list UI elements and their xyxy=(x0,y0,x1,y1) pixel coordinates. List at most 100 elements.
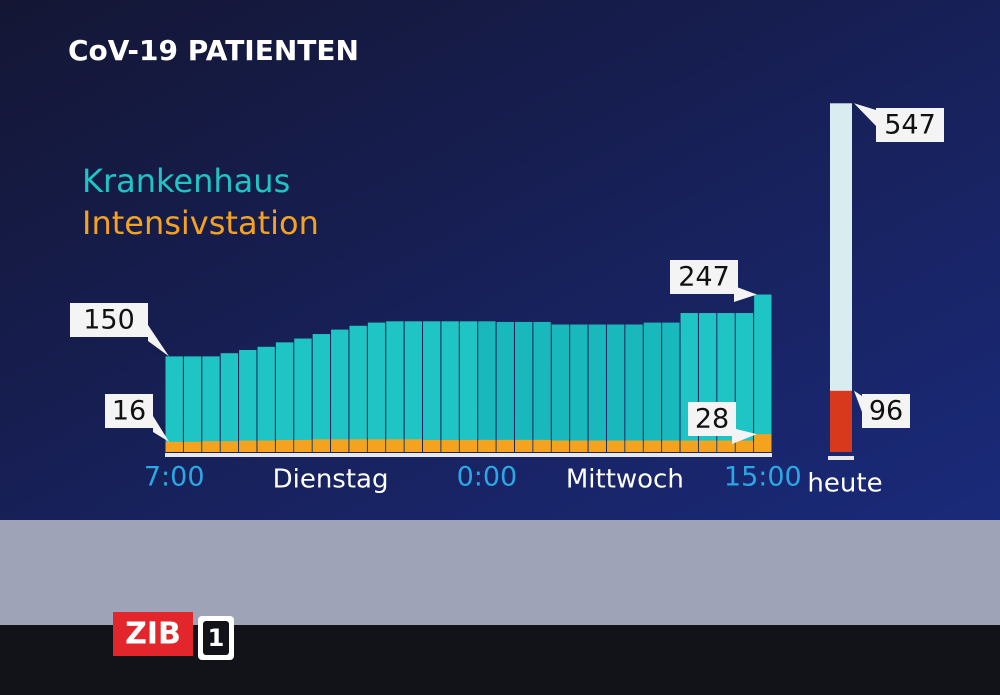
bar-icu xyxy=(735,440,754,452)
bar-hospital xyxy=(643,322,662,452)
value-label-box xyxy=(862,394,910,428)
bar-icu xyxy=(606,440,625,452)
day-label: Dienstag xyxy=(273,465,389,495)
today-baseline xyxy=(828,456,854,460)
bar-icu xyxy=(367,439,386,452)
bar-icu xyxy=(625,440,643,452)
bar-hospital xyxy=(735,313,754,452)
bar-icu xyxy=(349,439,367,452)
bar-hospital xyxy=(183,356,202,452)
today-bar-hospital xyxy=(830,103,852,452)
bar-hospital xyxy=(275,342,294,452)
bar-hospital xyxy=(423,321,441,452)
x-tick-label: 15:00 xyxy=(724,462,802,493)
bar-hospital xyxy=(312,334,331,452)
value-label-arrow xyxy=(854,390,862,412)
logo-box xyxy=(113,612,193,656)
bar-hospital xyxy=(570,324,588,452)
bar-hospital xyxy=(367,322,386,452)
bar-icu xyxy=(165,441,183,452)
value-label-box xyxy=(70,303,148,337)
bar-hospital xyxy=(404,321,423,452)
day-label: Mittwoch xyxy=(566,465,684,495)
bar-icu xyxy=(386,439,404,452)
bar-icu xyxy=(423,439,441,452)
bar-hospital xyxy=(294,338,312,452)
bar-hospital xyxy=(459,321,478,452)
value-label: 247 xyxy=(678,262,730,293)
baseline xyxy=(165,453,772,457)
lower-band xyxy=(0,520,1000,625)
bar-icu xyxy=(570,440,588,452)
value-label-arrow xyxy=(153,416,169,442)
value-label-arrow xyxy=(854,103,876,126)
bar-hospital xyxy=(239,350,257,452)
bar-hospital xyxy=(496,321,514,452)
logo-number-inner xyxy=(203,621,229,655)
bar-icu xyxy=(459,439,478,452)
bar-hospital xyxy=(588,324,606,452)
bar-icu xyxy=(643,440,662,452)
bar-hospital xyxy=(441,321,459,452)
bar-hospital xyxy=(662,322,680,452)
bar-icu xyxy=(183,441,202,452)
value-label-arrow xyxy=(734,286,757,302)
bar-icu xyxy=(496,439,514,452)
bar-hospital xyxy=(533,321,551,452)
value-label-box xyxy=(688,402,736,436)
bar-hospital xyxy=(606,324,625,452)
bar-icu xyxy=(239,440,257,452)
bar-icu xyxy=(662,440,680,452)
bar-hospital xyxy=(257,346,275,452)
bar-icu xyxy=(551,440,570,452)
bar-icu xyxy=(257,440,275,452)
bar-icu xyxy=(754,434,772,452)
bar-hospital xyxy=(202,356,220,452)
bar-icu xyxy=(220,441,239,452)
chart-title: CoV-19 PATIENTEN xyxy=(68,34,359,67)
bar-icu xyxy=(698,440,717,452)
logo-number: 1 xyxy=(208,624,225,652)
today-label: heute xyxy=(807,469,882,499)
bar-icu xyxy=(514,439,533,452)
bar-icu xyxy=(478,439,496,452)
bar-icu xyxy=(202,441,220,452)
legend-entry: Krankenhaus xyxy=(82,162,290,200)
bar-hospital xyxy=(331,329,349,452)
bar-hospital xyxy=(349,325,367,452)
bar-hospital xyxy=(220,353,239,452)
x-tick-label: 0:00 xyxy=(457,462,518,493)
bar-icu xyxy=(533,439,551,452)
bar-hospital xyxy=(625,324,643,452)
bar-icu xyxy=(441,439,459,452)
bar-icu xyxy=(588,440,606,452)
value-label: 96 xyxy=(869,396,903,427)
value-label: 150 xyxy=(83,305,135,336)
value-label: 547 xyxy=(884,110,936,141)
value-label-box xyxy=(876,108,944,142)
bar-icu xyxy=(275,439,294,452)
bar-hospital xyxy=(551,324,570,452)
value-label-box xyxy=(670,260,738,294)
today-bar-icu xyxy=(830,390,852,452)
bar-hospital xyxy=(386,321,404,452)
value-label-arrow xyxy=(148,325,169,357)
bar-icu xyxy=(717,440,735,452)
value-label-arrow xyxy=(732,428,757,444)
bar-hospital xyxy=(514,321,533,452)
bar-icu xyxy=(404,439,423,452)
x-tick-label: 7:00 xyxy=(144,462,205,493)
bar-icu xyxy=(331,439,349,452)
bar-hospital xyxy=(754,294,772,452)
value-label: 28 xyxy=(695,404,729,435)
bar-icu xyxy=(312,439,331,452)
bar-icu xyxy=(680,440,698,452)
legend-entry: Intensivstation xyxy=(82,204,319,242)
value-label-box xyxy=(105,394,153,428)
logo-text: ZIB xyxy=(125,617,181,652)
bar-hospital xyxy=(478,321,496,452)
bar-icu xyxy=(294,439,312,452)
bar-hospital xyxy=(165,356,183,452)
value-label: 16 xyxy=(112,396,146,427)
